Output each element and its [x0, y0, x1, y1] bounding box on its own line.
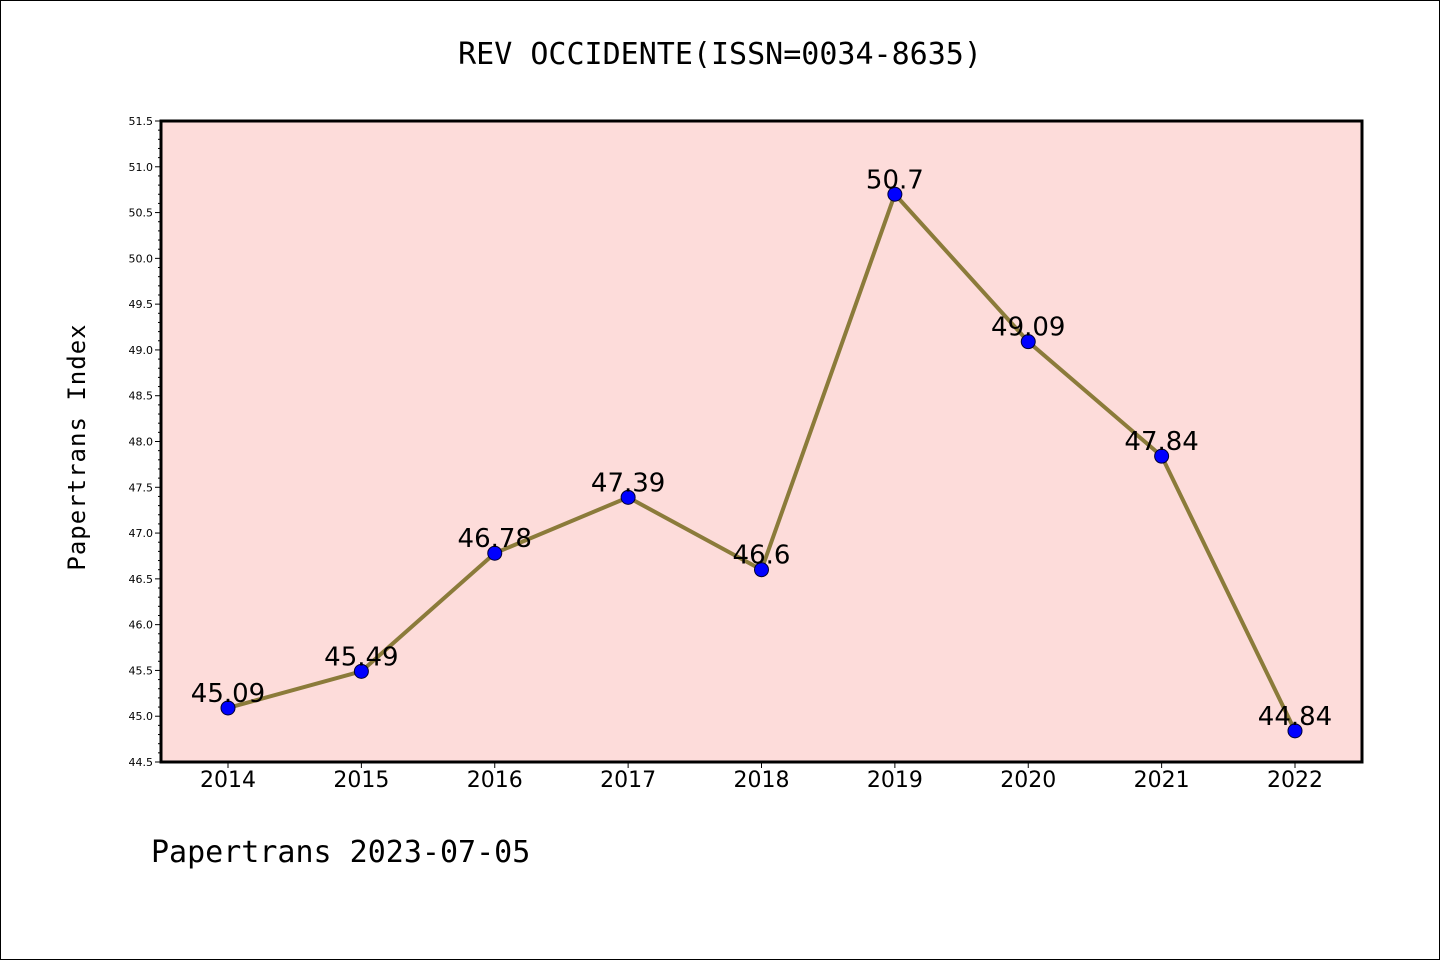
data-label: 46.78	[458, 524, 532, 554]
y-tick-label: 48.0	[129, 436, 154, 449]
data-point	[620, 489, 636, 505]
x-tick-label: 2021	[1134, 768, 1190, 793]
data-label: 44.84	[1258, 702, 1332, 732]
x-tick-label: 2017	[600, 768, 656, 793]
data-point	[1020, 334, 1036, 350]
data-point	[353, 663, 369, 679]
y-tick-label: 45.5	[129, 664, 154, 677]
data-label: 47.84	[1124, 427, 1198, 457]
x-tick-label: 2016	[467, 768, 523, 793]
data-label: 47.39	[591, 468, 665, 498]
data-label: 45.49	[324, 642, 398, 672]
y-tick-label: 51.5	[129, 115, 154, 128]
y-tick-label: 49.5	[129, 298, 154, 311]
data-label: 45.09	[191, 679, 265, 709]
data-point	[1154, 448, 1170, 464]
x-tick-label: 2018	[734, 768, 790, 793]
x-tick-label: 2015	[333, 768, 389, 793]
data-point	[1287, 723, 1303, 739]
data-label: 49.09	[991, 313, 1065, 343]
plot-border	[159, 119, 1364, 764]
x-tick-label: 2022	[1267, 768, 1323, 793]
chart-title: REV OCCIDENTE(ISSN=0034-8635)	[458, 37, 982, 72]
y-tick-label: 46.5	[129, 573, 154, 586]
data-point	[754, 562, 769, 578]
y-tick-label: 51.0	[129, 161, 154, 174]
y-tick-label: 48.5	[129, 390, 154, 403]
data-label: 46.6	[733, 541, 791, 571]
y-tick-label: 47.5	[129, 481, 154, 494]
y-tick-label: 49.0	[129, 344, 154, 357]
y-tick-label: 47.0	[129, 527, 154, 540]
data-point	[487, 545, 503, 561]
data-point	[887, 186, 903, 202]
y-tick-label: 50.5	[129, 207, 154, 220]
y-tick-label: 45.0	[129, 710, 154, 723]
y-tick-label: 44.5	[129, 756, 154, 769]
data-label: 50.7	[866, 165, 924, 195]
y-tick-label: 50.0	[129, 252, 154, 265]
y-tick-label: 46.0	[129, 619, 154, 632]
plot-area	[161, 121, 1362, 762]
data-point	[220, 700, 236, 716]
x-tick-label: 2014	[200, 768, 256, 793]
footer-stamp: Papertrans 2023-07-05	[151, 835, 531, 870]
x-tick-label: 2019	[867, 768, 923, 793]
x-tick-label: 2020	[1000, 768, 1056, 793]
